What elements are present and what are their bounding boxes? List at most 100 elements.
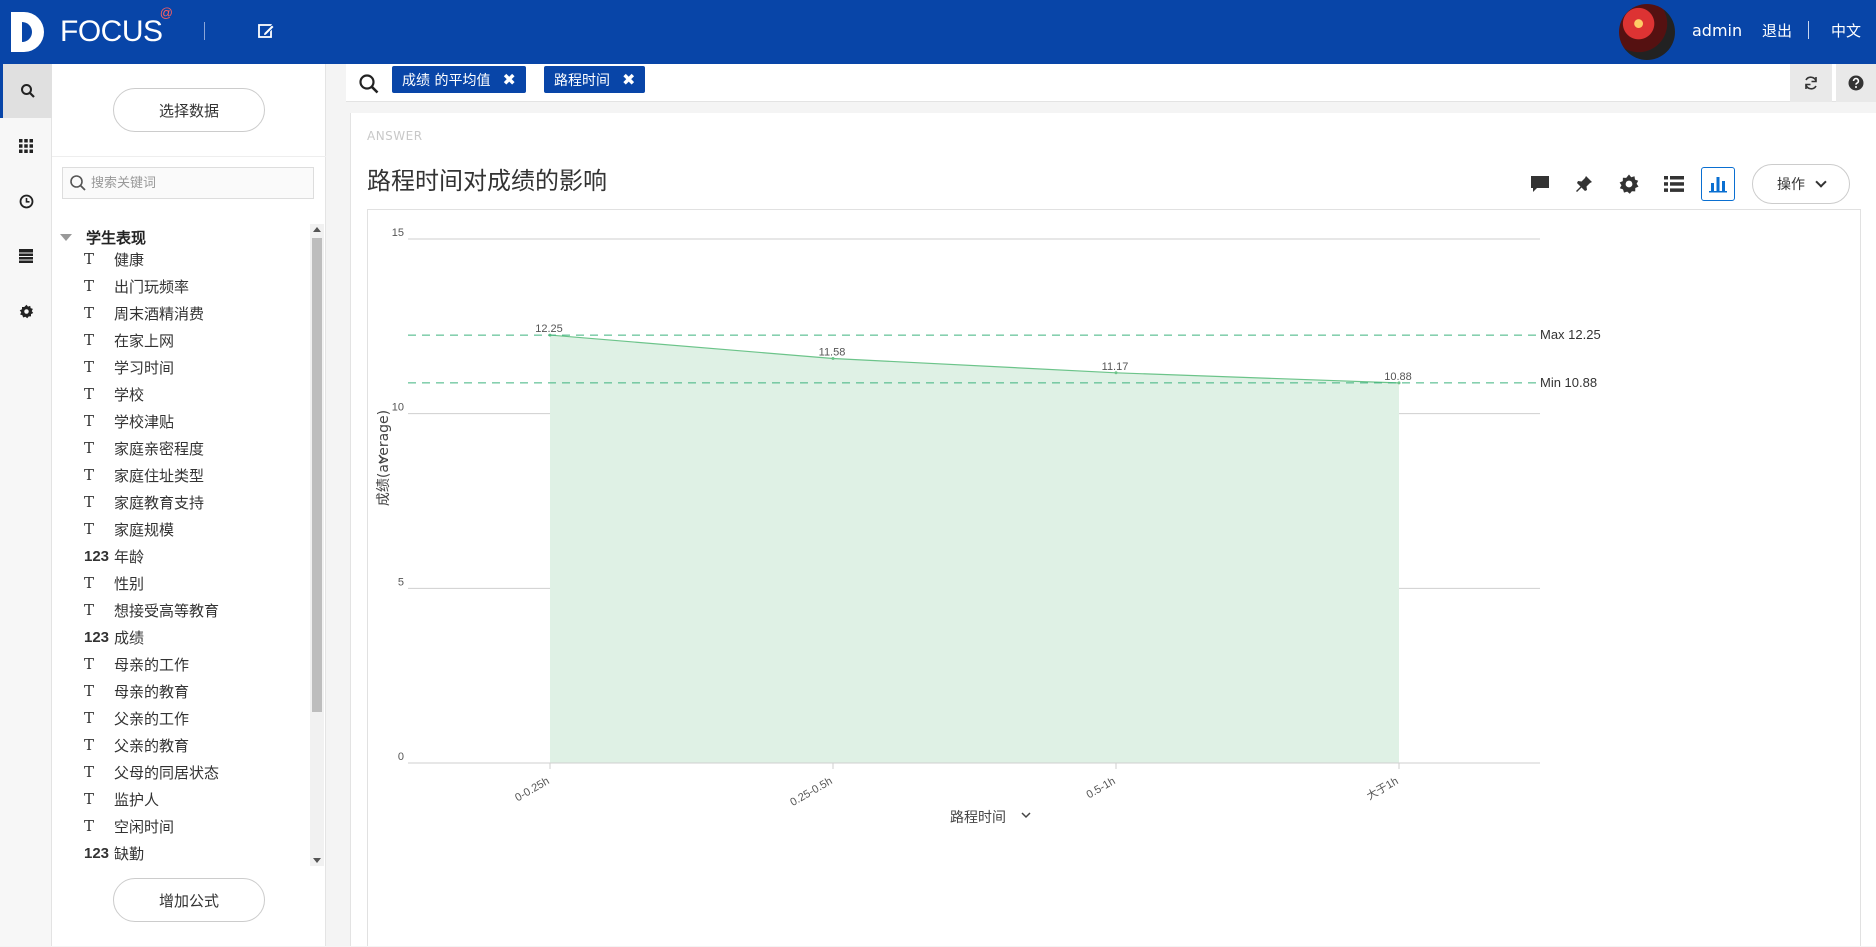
tree-field-item[interactable]: T 学习时间 xyxy=(84,354,174,380)
chart-view-button[interactable] xyxy=(1701,167,1735,201)
tree-field-item[interactable]: T 学校 xyxy=(84,381,144,407)
tree-field-item[interactable]: T 学校津贴 xyxy=(84,408,174,434)
grid-icon xyxy=(19,139,33,153)
operations-dropdown[interactable]: 操作 xyxy=(1752,164,1850,204)
text-type-icon: T xyxy=(84,790,95,808)
search-token-travel-time[interactable]: 路程时间 ✖ xyxy=(544,66,646,93)
text-type-icon: T xyxy=(84,493,95,511)
tree-field-item[interactable]: T 周末酒精消费 xyxy=(84,300,204,326)
data-value-label: 12.25 xyxy=(535,323,563,335)
y-tick-label: 15 xyxy=(392,227,404,239)
data-value-label: 10.88 xyxy=(1384,371,1412,383)
user-name[interactable]: admin xyxy=(1692,21,1743,40)
tree-field-item[interactable]: 123 成绩 xyxy=(84,624,144,650)
avatar[interactable] xyxy=(1619,4,1675,60)
tree-field-item[interactable]: T 家庭住址类型 xyxy=(84,462,204,488)
answer-section-label: ANSWER xyxy=(367,129,423,143)
token-label: 成绩 的平均值 xyxy=(402,72,491,89)
comment-button[interactable] xyxy=(1523,167,1557,201)
table-icon xyxy=(19,249,33,263)
caret-down-icon xyxy=(60,233,72,241)
chevron-down-icon[interactable] xyxy=(1021,812,1031,819)
nav-rail xyxy=(0,64,52,946)
tree-field-label: 家庭教育支持 xyxy=(114,493,205,512)
tree-field-item[interactable]: T 父母的同居状态 xyxy=(84,759,219,785)
tree-field-label: 健康 xyxy=(114,250,145,269)
text-type-icon: T xyxy=(84,574,95,592)
nav-apps-button[interactable] xyxy=(0,119,52,173)
tree-field-item[interactable]: T 出门玩频率 xyxy=(84,273,189,299)
language-switch[interactable]: 中文 xyxy=(1831,22,1862,40)
tree-field-label: 学校 xyxy=(114,385,145,404)
y-axis-title[interactable]: 成绩(average) xyxy=(376,410,392,506)
tree-field-item[interactable]: T 在家上网 xyxy=(84,327,174,353)
scroll-down-icon[interactable] xyxy=(313,858,321,863)
tree-field-item[interactable]: 123 年龄 xyxy=(84,543,144,569)
x-tick-label: 0-0.25h xyxy=(513,775,551,804)
chart-settings-button[interactable] xyxy=(1612,167,1646,201)
remove-token-icon[interactable]: ✖ xyxy=(502,70,516,89)
data-panel: 选择数据 学生表现 T健康T出门玩频率T周末酒精消费T在家上网T学习时间T学校T… xyxy=(52,64,326,946)
gear-icon xyxy=(19,304,33,318)
nav-history-button[interactable] xyxy=(0,174,52,228)
text-type-icon: T xyxy=(84,331,95,349)
edit-icon[interactable] xyxy=(256,21,276,41)
add-formula-button[interactable]: 增加公式 xyxy=(113,878,265,922)
tree-field-item[interactable]: T 家庭规模 xyxy=(84,516,174,542)
data-point[interactable] xyxy=(1114,371,1118,375)
data-point[interactable] xyxy=(1397,381,1401,385)
refresh-button[interactable] xyxy=(1790,64,1832,102)
tree-field-item[interactable]: T 母亲的工作 xyxy=(84,651,189,677)
number-type-icon: 123 xyxy=(84,547,110,565)
tree-field-label: 父母的同居状态 xyxy=(114,763,220,782)
x-tick-label: 0.25-0.5h xyxy=(788,775,834,809)
tree-field-item[interactable]: T 监护人 xyxy=(84,786,159,812)
logo-badge: @ xyxy=(159,5,173,20)
nav-settings-button[interactable] xyxy=(0,284,52,338)
chevron-right-icon[interactable] xyxy=(378,454,385,464)
tree-field-item[interactable]: T 健康 xyxy=(84,246,144,272)
text-type-icon: T xyxy=(84,466,95,484)
tree-field-item[interactable]: T 性别 xyxy=(84,570,144,596)
help-icon xyxy=(1848,75,1864,91)
search-icon xyxy=(20,84,35,98)
scroll-up-icon[interactable] xyxy=(313,227,321,232)
tree-field-item[interactable]: T 母亲的教育 xyxy=(84,678,189,704)
tree-scrollbar[interactable] xyxy=(310,224,324,866)
search-token-score-average[interactable]: 成绩 的平均值 ✖ xyxy=(392,66,526,93)
keyword-search-input[interactable] xyxy=(91,168,311,198)
help-button[interactable] xyxy=(1836,64,1876,102)
tree-field-item[interactable]: T 家庭亲密程度 xyxy=(84,435,204,461)
tree-field-item[interactable]: T 家庭教育支持 xyxy=(84,489,204,515)
search-icon[interactable] xyxy=(358,73,380,95)
pin-button[interactable] xyxy=(1567,167,1601,201)
reference-line-label: Min 10.88 xyxy=(1540,375,1597,390)
nav-data-button[interactable] xyxy=(0,229,52,283)
token-label: 路程时间 xyxy=(554,72,610,89)
header-divider xyxy=(1808,21,1809,39)
list-icon xyxy=(1664,176,1684,192)
nav-search-button[interactable] xyxy=(0,64,52,118)
number-type-icon: 123 xyxy=(84,628,110,646)
tree-field-item[interactable]: T 想接受高等教育 xyxy=(84,597,219,623)
tree-field-item[interactable]: T 父亲的教育 xyxy=(84,732,189,758)
scrollbar-thumb[interactable] xyxy=(312,238,322,712)
text-type-icon: T xyxy=(84,736,95,754)
logout-link[interactable]: 退出 xyxy=(1762,22,1793,40)
tree-field-label: 家庭规模 xyxy=(114,520,175,539)
answer-title: 路程时间对成绩的影响 xyxy=(367,167,607,195)
x-axis-title[interactable]: 路程时间 xyxy=(950,810,1006,826)
text-type-icon: T xyxy=(84,763,95,781)
y-tick-label: 0 xyxy=(398,751,404,763)
data-point[interactable] xyxy=(831,356,835,360)
table-view-button[interactable] xyxy=(1657,167,1691,201)
remove-token-icon[interactable]: ✖ xyxy=(622,70,636,89)
tree-field-label: 在家上网 xyxy=(114,331,175,350)
tree-field-label: 学习时间 xyxy=(114,358,175,377)
select-data-button[interactable]: 选择数据 xyxy=(113,88,265,132)
logo[interactable]: FOCUS @ xyxy=(8,5,173,56)
tree-field-item[interactable]: T 空闲时间 xyxy=(84,813,174,839)
tree-field-item[interactable]: T 父亲的工作 xyxy=(84,705,189,731)
tree-group-student-performance[interactable]: 学生表现 xyxy=(60,224,146,250)
tree-field-item[interactable]: 123 缺勤 xyxy=(84,840,144,866)
